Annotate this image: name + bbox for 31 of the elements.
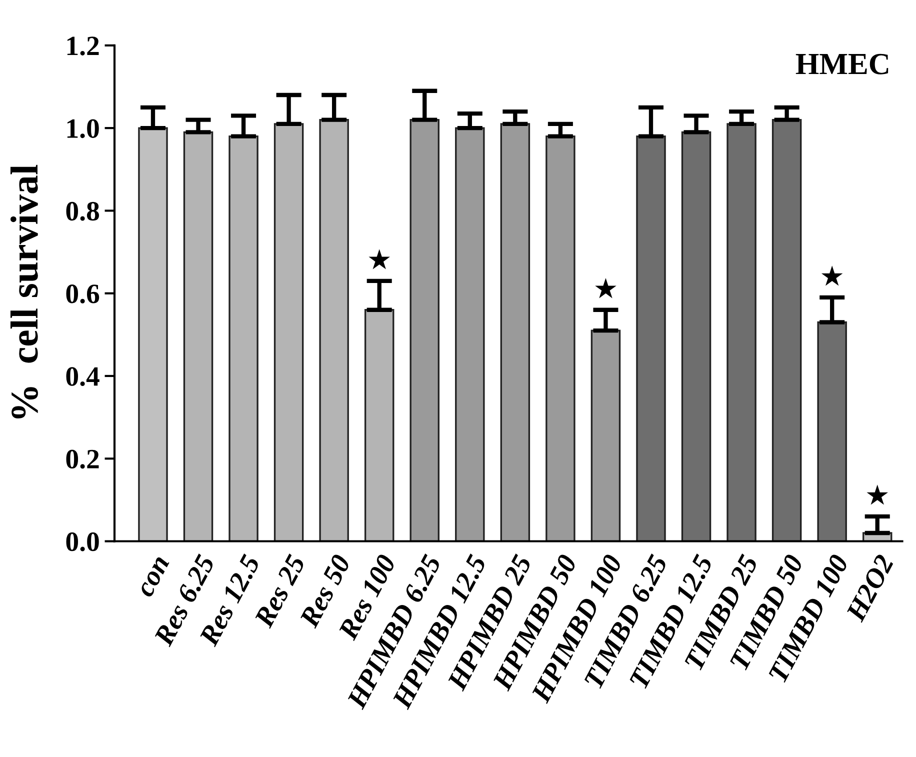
bar: [546, 135, 576, 542]
x-tick-label: con: [139, 556, 170, 598]
y-tick-label: 0.0: [66, 532, 99, 552]
bar: [726, 123, 756, 542]
bar: [228, 135, 258, 542]
chart-title: HMEC: [796, 54, 888, 74]
y-tick-label: 1.0: [67, 119, 99, 138]
y-axis-title: % cell survival: [10, 164, 38, 418]
bar: [681, 131, 712, 542]
bar: [772, 118, 802, 542]
y-tick-label: 0.4: [66, 367, 100, 386]
x-tick-label: H2O2: [845, 553, 894, 624]
annotation: ★: [821, 266, 843, 286]
bar: [817, 321, 847, 542]
y-tick-label: 0.6: [66, 284, 100, 304]
bar: [500, 123, 530, 542]
bar: [274, 123, 304, 542]
annotation: ★: [866, 484, 888, 505]
y-tick-label: 0.8: [66, 202, 99, 221]
bar: [183, 131, 214, 542]
y-tick-label: 0.2: [66, 450, 99, 469]
annotation: ★: [595, 278, 616, 298]
bar: [319, 118, 349, 542]
bar: [455, 127, 485, 542]
bar: [636, 135, 666, 542]
bar: [138, 127, 168, 542]
bar: [364, 309, 394, 542]
bar: [410, 118, 440, 542]
bar: [590, 330, 621, 542]
annotation: ★: [368, 249, 390, 270]
y-tick-label: 1.2: [67, 36, 99, 56]
